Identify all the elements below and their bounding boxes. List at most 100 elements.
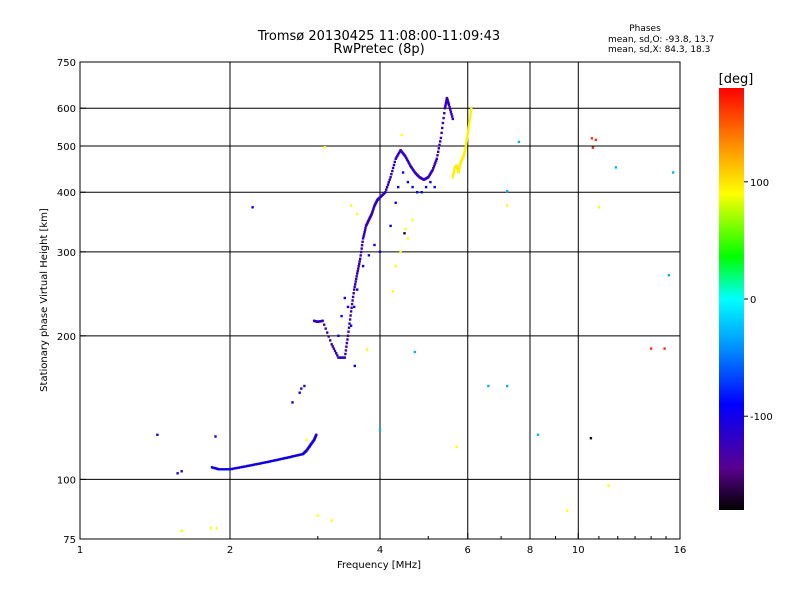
- data-point: [279, 457, 283, 461]
- data-point: [337, 334, 340, 337]
- data-point: [284, 456, 287, 460]
- data-point: [439, 140, 442, 143]
- data-point: [180, 470, 183, 473]
- data-point: [463, 149, 467, 152]
- data-point: [444, 105, 447, 108]
- data-point: [361, 240, 364, 243]
- data-point: [331, 345, 334, 348]
- data-point: [239, 466, 242, 469]
- data-point: [353, 288, 356, 291]
- data-point: [360, 250, 363, 254]
- data-point: [367, 254, 371, 257]
- data-point: [411, 218, 414, 222]
- data-point: [385, 186, 389, 189]
- data-point: [614, 166, 618, 169]
- data-point: [348, 322, 351, 325]
- data-point: [536, 433, 540, 436]
- data-point: [406, 180, 410, 184]
- data-point: [372, 207, 375, 210]
- data-point: [397, 185, 400, 189]
- data-point: [469, 111, 472, 115]
- data-point: [265, 461, 268, 464]
- data-point: [255, 462, 259, 466]
- data-point: [297, 453, 301, 457]
- axis-ticks: 1 2 4 6 8 10 16 75 100 200 300 400 500 600 750: [57, 58, 686, 556]
- data-point: [433, 185, 436, 189]
- data-point: [156, 433, 159, 436]
- data-point: [329, 339, 332, 342]
- data-point: [372, 205, 376, 209]
- data-point: [458, 168, 461, 171]
- data-point: [363, 231, 366, 234]
- colorbar-tick-label: 0: [750, 295, 756, 306]
- data-point: [607, 484, 610, 487]
- data-point: [388, 178, 391, 181]
- data-point: [282, 457, 286, 460]
- data-point: [466, 130, 470, 134]
- data-point: [349, 310, 353, 313]
- data-point: [232, 467, 235, 470]
- data-point: [416, 191, 419, 194]
- data-point: [260, 461, 263, 465]
- data-point: [391, 166, 395, 170]
- x-tick-label: 2: [227, 545, 233, 556]
- data-point: [356, 212, 359, 216]
- data-point: [336, 354, 339, 357]
- data-point: [463, 150, 466, 153]
- data-point: [359, 254, 362, 257]
- data-point: [464, 147, 467, 150]
- data-point: [340, 314, 343, 318]
- data-point: [345, 345, 348, 348]
- data-point: [357, 265, 360, 268]
- data-point: [259, 462, 262, 465]
- data-point: [452, 169, 456, 173]
- data-point: [251, 463, 254, 467]
- data-point: [589, 437, 593, 440]
- x-tick-label: 8: [527, 545, 533, 556]
- data-point: [371, 208, 375, 211]
- data-point: [469, 109, 473, 112]
- y-tick-label: 200: [57, 332, 76, 343]
- colorbar-label: [deg]: [719, 72, 754, 87]
- data-point: [395, 156, 398, 159]
- data-point: [462, 153, 466, 156]
- data-points: [156, 96, 675, 533]
- data-point: [364, 226, 367, 230]
- data-point: [355, 275, 358, 278]
- data-point: [420, 191, 423, 194]
- data-point: [217, 468, 221, 471]
- data-point: [391, 290, 395, 293]
- data-point: [408, 162, 411, 166]
- data-point: [262, 461, 265, 464]
- data-point: [430, 170, 434, 173]
- data-point: [254, 463, 257, 466]
- y-tick-label: 100: [57, 475, 76, 486]
- data-point: [360, 244, 364, 247]
- data-point: [277, 458, 280, 461]
- data-point: [424, 185, 428, 189]
- data-point: [433, 163, 436, 166]
- data-point: [323, 323, 326, 326]
- data-point: [348, 318, 352, 321]
- data-point: [288, 456, 291, 459]
- data-point: [389, 224, 392, 228]
- data-point: [234, 467, 237, 470]
- data-point: [356, 288, 359, 291]
- data-point: [413, 350, 417, 354]
- data-point: [353, 364, 356, 368]
- data-point: [281, 457, 284, 460]
- data-point: [291, 401, 294, 404]
- data-point: [450, 113, 453, 116]
- data-point: [349, 314, 352, 317]
- data-point: [246, 464, 249, 468]
- data-point: [242, 465, 246, 468]
- data-point: [445, 100, 448, 103]
- data-point: [272, 459, 276, 462]
- data-point: [465, 136, 469, 140]
- data-point: [466, 132, 469, 136]
- data-point: [667, 274, 671, 277]
- data-point: [447, 103, 451, 106]
- x-axis-label: Frequency [MHz]: [337, 560, 421, 571]
- data-point: [405, 156, 408, 160]
- data-point: [398, 150, 401, 153]
